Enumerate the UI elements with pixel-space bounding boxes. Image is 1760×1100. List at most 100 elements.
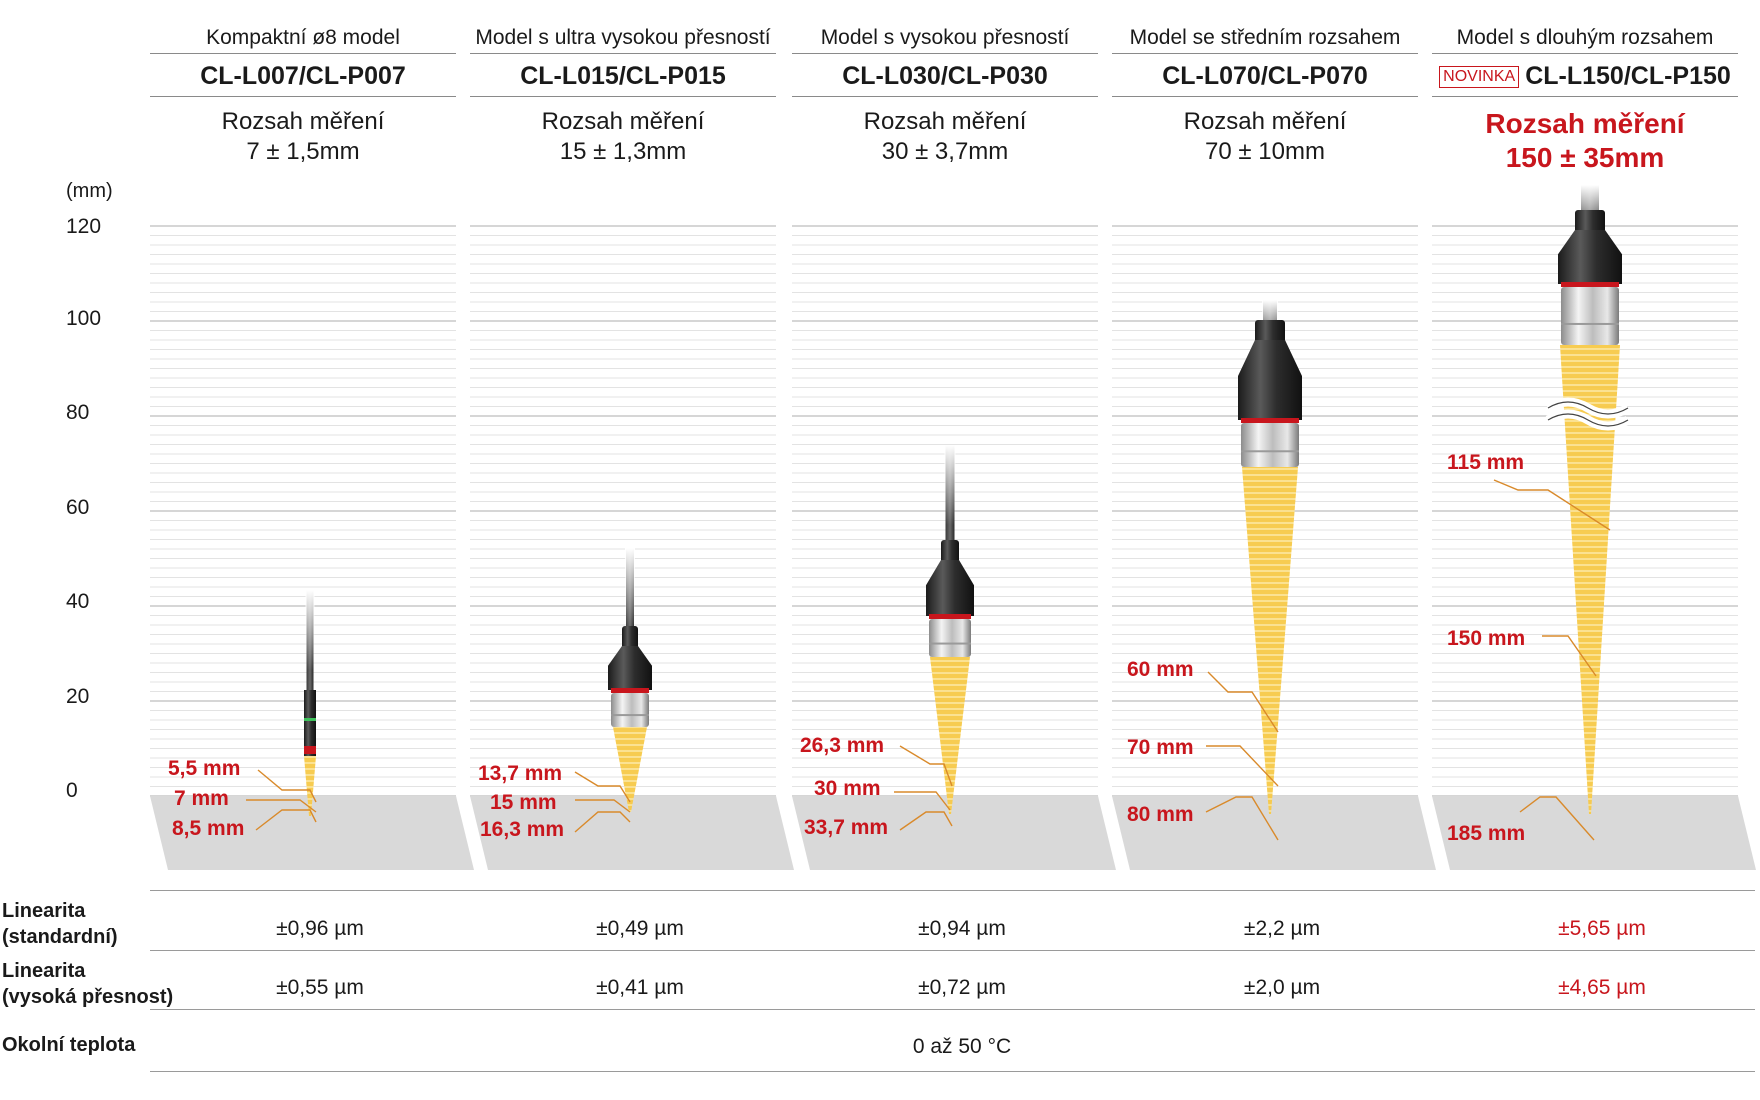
sensor-steel-head <box>611 693 649 727</box>
grid-panel <box>792 225 1098 797</box>
linearity-standard-value: ±0,49 µm <box>596 917 684 940</box>
row-label-linearity-standard: Linearita (standardní) <box>2 900 118 948</box>
distance-label: 26,3 mm <box>800 734 885 757</box>
y-tick: 20 <box>66 685 90 708</box>
distance-label: 185 mm <box>1447 822 1526 845</box>
sensor-neck <box>1575 210 1605 234</box>
distance-label: 16,3 mm <box>480 818 565 841</box>
column-header-1: Kompaktní ø8 model CL-L007/CL-P007 Rozsa… <box>150 23 456 167</box>
linearity-standard-value: ±2,2 µm <box>1243 917 1321 940</box>
distance-label: 150 mm <box>1447 627 1526 650</box>
model-name: CL-L070/CL-P070 <box>1112 54 1418 97</box>
laser-beam <box>1560 345 1620 814</box>
table-rule <box>150 1071 1755 1072</box>
leader-line <box>1493 479 1611 531</box>
column-subtitle: Model s ultra vysokou přesností <box>470 23 776 54</box>
leader-line <box>255 809 317 831</box>
sensor-red-ring <box>1561 282 1619 287</box>
model-name: CL-L015/CL-P015 <box>470 54 776 97</box>
model-name: NOVINKA CL-L150/CL-P150 <box>1432 54 1738 97</box>
column-subtitle: Model s vysokou přesností <box>792 23 1098 54</box>
y-tick: 100 <box>66 307 102 330</box>
sensor-body <box>608 646 652 690</box>
laser-beam <box>1242 467 1298 814</box>
distance-label: 70 mm <box>1127 736 1194 759</box>
distance-label: 13,7 mm <box>478 762 563 785</box>
laser-beam <box>613 727 647 812</box>
probe-led <box>304 718 316 721</box>
column-header-3: Model s vysokou přesností CL-L030/CL-P03… <box>792 23 1098 167</box>
sensor-diagram <box>150 185 1756 870</box>
leader-line <box>257 769 317 803</box>
target-plane <box>792 796 1116 870</box>
model-name: CL-L007/CL-P007 <box>150 54 456 97</box>
distance-label: 60 mm <box>1127 658 1194 681</box>
leader-line <box>894 791 951 811</box>
row-label-linearity-high: Linearita (vysoká přesnost) <box>2 960 174 1008</box>
model-name: CL-L030/CL-P030 <box>792 54 1098 97</box>
sensor-steel-head <box>929 619 971 657</box>
scale-break-edge <box>1547 401 1629 415</box>
target-plane <box>470 796 794 870</box>
sensor-l070 <box>1238 300 1302 814</box>
range-value: 70 ± 10mm <box>1205 138 1325 165</box>
distance-label: 33,7 mm <box>804 816 889 839</box>
new-badge: NOVINKA <box>1439 66 1520 88</box>
distance-label: 80 mm <box>1127 803 1194 826</box>
distance-label: 115 mm <box>1447 451 1525 474</box>
laser-beam <box>930 657 970 814</box>
sensor-red-ring <box>929 614 971 619</box>
range-label: Rozsah měření <box>221 108 385 135</box>
column-header-4: Model se středním rozsahem CL-L070/CL-P0… <box>1112 23 1418 167</box>
linearity-high-value: ±4,65 µm <box>1558 976 1646 999</box>
sensor-l030 <box>926 445 974 814</box>
sensor-neck <box>1255 320 1285 344</box>
range-value: 7 ± 1,5mm <box>246 138 360 165</box>
sensor-ch007 <box>304 590 316 816</box>
leader-line <box>246 799 317 813</box>
leader-line <box>899 745 953 787</box>
sensor-red-ring <box>611 688 649 693</box>
sensor-body <box>1238 340 1302 420</box>
table-rule <box>150 950 1755 951</box>
sensor-body <box>1558 230 1622 284</box>
sensor-steel-head <box>1241 423 1299 467</box>
column-header-2: Model s ultra vysokou přesností CL-L015/… <box>470 23 776 167</box>
range-label: Rozsah měření <box>863 108 1027 135</box>
distance-label: 30 mm <box>814 777 881 800</box>
ambient-temperature-value: 0 až 50 °C <box>912 1035 1012 1058</box>
range-value: 15 ± 1,3mm <box>559 138 687 165</box>
linearity-high-value: ±0,72 µm <box>918 976 1006 999</box>
y-tick: 120 <box>66 215 102 238</box>
sensor-body <box>926 560 974 616</box>
range-label: Rozsah měření <box>1485 108 1685 139</box>
target-plane <box>1432 796 1756 870</box>
range-label: Rozsah měření <box>1183 108 1347 135</box>
range-value: 150 ± 35mm <box>1505 142 1665 173</box>
leader-line <box>1205 796 1279 841</box>
distance-label: 15 mm <box>490 791 557 814</box>
y-tick: 0 <box>66 779 78 802</box>
y-tick: 80 <box>66 401 90 424</box>
column-subtitle: Kompaktní ø8 model <box>150 23 456 54</box>
target-plane <box>150 796 474 870</box>
model-name-text: CL-L150/CL-P150 <box>1525 62 1731 90</box>
leader-line <box>1207 671 1279 733</box>
distance-label: 7 mm <box>174 787 229 810</box>
sensor-neck <box>622 626 638 650</box>
leader-line <box>1542 635 1597 677</box>
sensor-red-ring <box>1241 418 1299 423</box>
leader-line <box>1206 745 1279 787</box>
range-value: 30 ± 3,7mm <box>881 138 1009 165</box>
linearity-high-value: ±0,55 µm <box>276 976 364 999</box>
grid-panel <box>150 225 456 797</box>
linearity-standard-value: ±5,65 µm <box>1558 917 1646 940</box>
linearity-standard-value: ±0,96 µm <box>276 917 364 940</box>
sensor-l015 <box>608 548 652 812</box>
y-tick: 60 <box>66 496 90 519</box>
sensor-groove <box>1561 322 1619 325</box>
sensor-groove <box>929 642 971 645</box>
axis-unit: (mm) <box>66 180 113 202</box>
column-subtitle: Model s dlouhým rozsahem <box>1432 23 1738 54</box>
table-rule <box>150 1009 1755 1010</box>
